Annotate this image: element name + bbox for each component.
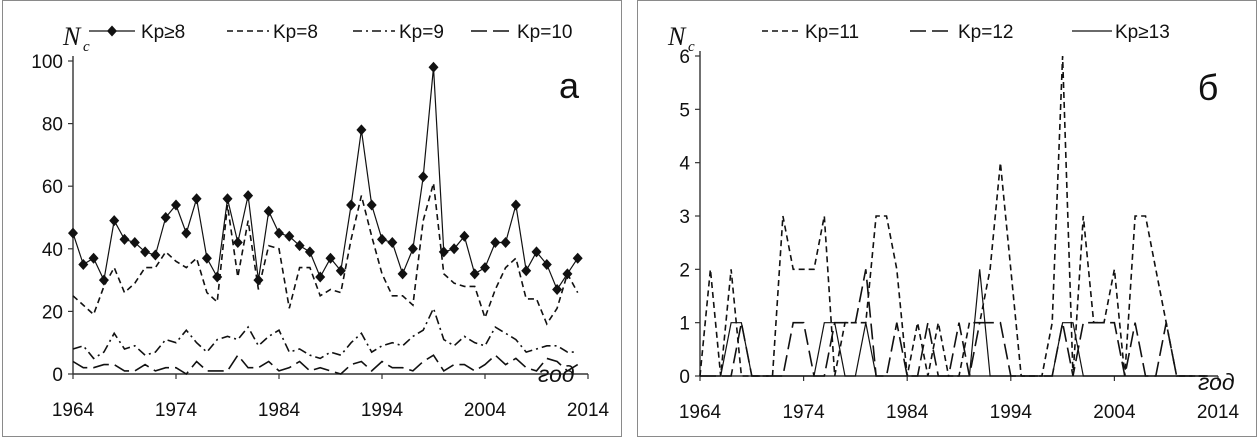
data-point-marker xyxy=(191,193,202,205)
legend-label: Kp=10 xyxy=(517,22,572,43)
data-point-marker xyxy=(119,233,130,245)
data-point-marker xyxy=(356,124,367,136)
x-axis-label: год xyxy=(538,361,575,387)
x-tick-label: 2014 xyxy=(1197,402,1240,423)
data-point-marker xyxy=(304,246,315,258)
data-point-marker xyxy=(243,190,254,202)
series-line-1-2 xyxy=(700,269,1208,377)
data-point-marker xyxy=(387,237,398,249)
y-tick-label: 100 xyxy=(31,52,63,73)
y-tick-label: 3 xyxy=(679,207,690,228)
legend-label: Kp≥8 xyxy=(141,22,185,43)
data-point-marker xyxy=(500,237,511,249)
y-tick-label: 2 xyxy=(679,260,690,281)
data-point-marker xyxy=(459,230,470,242)
data-point-marker xyxy=(201,252,212,264)
data-point-marker xyxy=(294,240,305,252)
y-tick-label: 80 xyxy=(42,115,63,136)
data-point-marker xyxy=(335,265,346,277)
data-point-marker xyxy=(160,212,171,223)
y-tick-label: 1 xyxy=(679,314,690,335)
data-point-marker xyxy=(346,199,357,211)
y-tick-label: 5 xyxy=(679,100,690,121)
data-point-marker xyxy=(552,283,563,295)
data-point-marker xyxy=(78,258,89,270)
data-point-marker xyxy=(510,199,521,211)
series-line-1-1 xyxy=(700,269,1208,377)
y-axis-label-subscript: c xyxy=(688,39,695,55)
data-point-marker xyxy=(253,274,264,286)
y-tick-label: 20 xyxy=(42,302,63,323)
y-tick-label: 60 xyxy=(42,177,63,198)
series-line-1-0 xyxy=(699,55,1208,377)
x-tick-label: 2004 xyxy=(1093,402,1136,423)
data-point-marker xyxy=(531,246,542,258)
data-point-marker xyxy=(490,237,501,249)
y-tick-label: 6 xyxy=(679,47,690,68)
panel-label: а xyxy=(559,65,580,106)
data-point-marker xyxy=(274,227,284,239)
x-tick-label: 1974 xyxy=(782,402,825,423)
x-tick-label: 1974 xyxy=(155,400,198,421)
x-tick-label: 1964 xyxy=(679,402,722,423)
legend-marker xyxy=(107,25,117,37)
y-tick-label: 4 xyxy=(679,154,690,175)
x-tick-label: 2004 xyxy=(464,400,507,421)
y-tick-label: 0 xyxy=(52,365,63,386)
x-tick-label: 2014 xyxy=(567,400,610,421)
legend-label: Kp≥13 xyxy=(1115,22,1170,43)
data-point-marker xyxy=(480,262,490,274)
data-point-marker xyxy=(171,199,181,211)
data-point-marker xyxy=(541,258,552,270)
data-point-marker xyxy=(109,215,120,227)
data-point-marker xyxy=(469,268,480,280)
series-line-0-0 xyxy=(72,67,579,291)
data-point-marker xyxy=(140,246,151,258)
data-point-marker xyxy=(315,271,326,283)
y-axis-label: N xyxy=(667,22,687,51)
data-point-marker xyxy=(88,252,99,264)
y-tick-label: 0 xyxy=(679,367,690,388)
data-point-marker xyxy=(181,227,192,239)
data-point-marker xyxy=(68,227,78,239)
data-point-marker xyxy=(263,205,274,217)
data-point-marker xyxy=(449,243,460,255)
data-point-marker xyxy=(521,265,532,277)
x-tick-label: 1994 xyxy=(990,402,1033,423)
data-point-marker xyxy=(397,268,408,280)
y-tick-label: 40 xyxy=(42,240,63,261)
data-point-marker xyxy=(222,193,233,205)
x-tick-label: 1984 xyxy=(886,402,929,423)
data-point-marker xyxy=(284,230,295,242)
series-line-0-2 xyxy=(72,306,578,360)
data-point-marker xyxy=(407,243,418,255)
data-point-marker xyxy=(325,252,336,264)
x-axis-label: год xyxy=(1198,369,1235,395)
legend-label: Kp=12 xyxy=(958,22,1013,43)
x-tick-label: 1984 xyxy=(258,400,301,421)
data-point-marker xyxy=(377,233,387,245)
series-line-0-1 xyxy=(72,182,579,326)
series-line-0-3 xyxy=(72,353,579,376)
x-tick-label: 1964 xyxy=(52,400,95,421)
y-axis-label: N xyxy=(62,22,82,51)
x-tick-label: 1994 xyxy=(361,400,404,421)
data-point-marker xyxy=(129,237,140,249)
data-point-marker xyxy=(428,61,439,73)
data-point-marker xyxy=(418,171,429,183)
data-point-marker xyxy=(212,271,223,283)
data-point-marker xyxy=(366,199,377,211)
data-point-marker xyxy=(572,252,583,264)
data-point-marker xyxy=(232,237,243,249)
legend-label: Kp=8 xyxy=(273,22,318,43)
data-point-marker xyxy=(150,249,161,261)
y-axis-label-subscript: c xyxy=(83,39,90,55)
chart-a-svg: 0 20 40 60 80 100 1964 1974 1984 1994 2004 2014 N c го… xyxy=(31,22,610,421)
chart-b-svg: 0 1 2 3 4 5 6 1964 1974 1984 1994 2004 2014 N c год б Kp=… xyxy=(667,22,1240,423)
legend-label: Kp=9 xyxy=(399,22,444,43)
legend-label: Kp=11 xyxy=(805,22,859,43)
panel-label: б xyxy=(1198,67,1219,108)
